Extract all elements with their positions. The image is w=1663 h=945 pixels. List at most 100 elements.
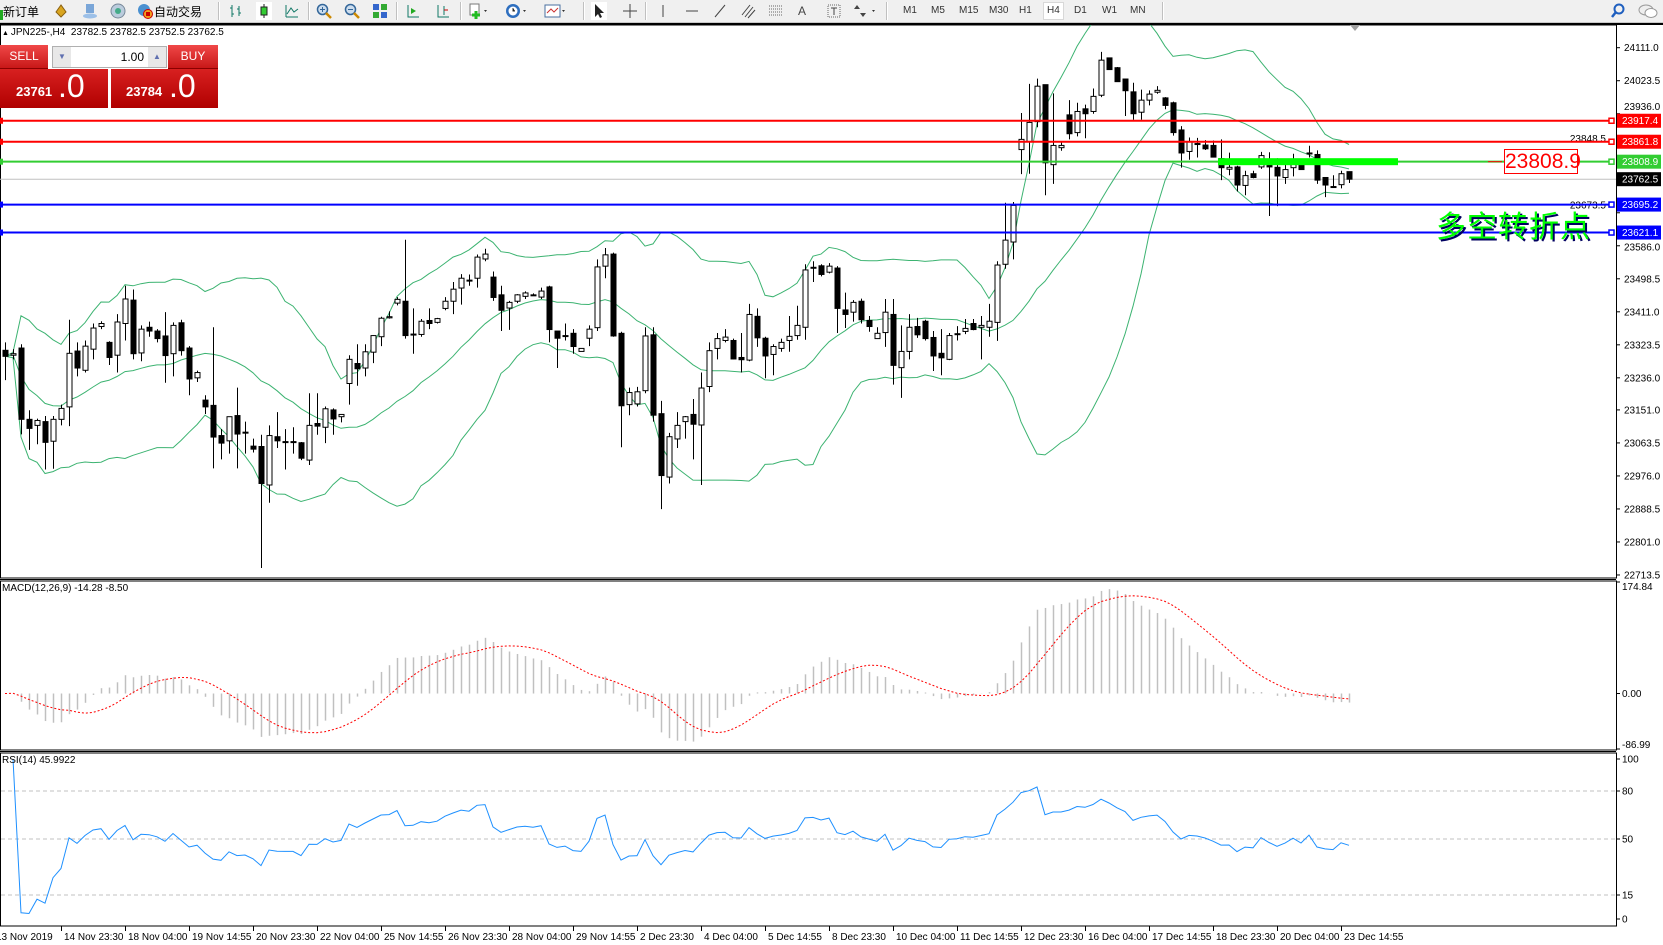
bar-chart-button[interactable] <box>228 2 244 20</box>
price-tag-label: 23861.8 <box>1622 137 1659 148</box>
candle-bear <box>298 442 305 459</box>
candle-bear <box>314 422 321 427</box>
arrows-button[interactable] <box>853 2 879 20</box>
price-label-annotation[interactable]: 23808.9 <box>1504 149 1581 174</box>
candle-bear <box>1202 144 1209 150</box>
buy-price-box[interactable]: 23784 .0 <box>111 68 218 108</box>
zoom-out-button[interactable] <box>344 2 360 20</box>
text-annotation[interactable]: 多空转折点 <box>1436 210 1591 245</box>
text-button[interactable]: A <box>798 2 806 20</box>
new-order-label: 新订单 <box>3 4 40 19</box>
auto-scroll-icon <box>407 5 419 18</box>
collapse-triangle-icon[interactable]: ▲ <box>2 30 11 37</box>
candle-bull <box>578 347 585 352</box>
tile-windows-button[interactable] <box>372 2 388 20</box>
candle-bull <box>778 341 785 349</box>
price-axis-label: 23848.5 <box>1570 134 1607 145</box>
candle-bull <box>98 323 105 328</box>
candle-bull <box>410 333 417 336</box>
zoom-in-button[interactable] <box>316 2 332 20</box>
rsi-axis-label: 0 <box>1622 915 1628 926</box>
periods-button[interactable] <box>505 2 529 20</box>
candle-bear <box>1082 108 1089 115</box>
candle-bear <box>202 399 209 408</box>
chart-shift-button[interactable] <box>435 2 451 20</box>
sell-price-box[interactable]: 23761 .0 <box>0 68 108 108</box>
price-tag-label: 23621.1 <box>1622 228 1659 239</box>
candle-bull <box>458 277 465 289</box>
horizontal-line-button[interactable] <box>684 2 700 20</box>
price-axis-label: 23673.5 <box>1570 200 1607 211</box>
lot-decrease-button[interactable]: ▼ <box>53 47 71 67</box>
candle-bear <box>130 299 137 355</box>
time-axis-label: 20 Nov 23:30 <box>256 932 316 943</box>
timeframe-mn[interactable]: MN <box>1130 5 1146 16</box>
rsi-axis-label: 80 <box>1622 787 1634 798</box>
time-axis-label: 14 Nov 23:30 <box>64 932 124 943</box>
time-axis-label: 2 Dec 23:30 <box>640 932 694 943</box>
indicators-button[interactable] <box>468 2 490 20</box>
signals-button[interactable] <box>110 2 126 20</box>
time-axis-label: 11 Dec 14:55 <box>960 932 1019 943</box>
new-order-button[interactable]: 新订单 <box>0 2 39 20</box>
candle-bull <box>562 335 569 338</box>
price-axis-label: 23151.0 <box>1624 405 1661 416</box>
candle-bear <box>1066 114 1073 135</box>
sell-button[interactable]: SELL <box>0 45 48 69</box>
fibonacci-button[interactable] <box>768 2 784 20</box>
cursor-icon <box>595 4 604 18</box>
price-axis-label: 23063.5 <box>1624 438 1661 449</box>
autotrading-icon <box>138 4 153 19</box>
market-watch-button[interactable] <box>53 2 69 20</box>
templates-button[interactable] <box>544 2 568 20</box>
lot-stepper[interactable]: ▼ 1.00 ▲ <box>52 46 167 68</box>
candle-bear <box>18 347 25 420</box>
candle-bear <box>866 319 873 328</box>
crosshair-button[interactable] <box>622 2 638 20</box>
buy-button[interactable]: BUY <box>168 45 218 69</box>
search-button[interactable] <box>1610 2 1626 20</box>
chart-shift-marker[interactable] <box>1350 25 1360 31</box>
text-label-button[interactable] <box>826 2 842 20</box>
line-anchor-left <box>0 229 3 236</box>
timeframe-m30[interactable]: M30 <box>989 5 1009 16</box>
autotrading-button[interactable]: 自动交易 <box>136 2 202 20</box>
candle-bull <box>378 317 385 338</box>
timeframe-m15[interactable]: M15 <box>959 5 979 16</box>
fibonacci-icon <box>769 5 782 16</box>
navigator-button[interactable] <box>82 2 98 20</box>
channel-button[interactable] <box>740 2 756 20</box>
timeframe-h4[interactable]: H4 <box>1043 2 1064 20</box>
timeframe-m5[interactable]: M5 <box>931 5 945 16</box>
timeframe-w1[interactable]: W1 <box>1102 5 1117 16</box>
candle-bear <box>426 319 433 325</box>
candle-bull <box>1154 89 1161 93</box>
candlestick-button[interactable] <box>256 2 272 20</box>
timeframe-h1[interactable]: H1 <box>1019 5 1032 16</box>
time-axis-label: 29 Nov 14:55 <box>576 932 636 943</box>
timeframe-d1[interactable]: D1 <box>1074 5 1087 16</box>
candle-bull <box>706 350 713 388</box>
auto-scroll-button[interactable] <box>405 2 421 20</box>
vertical-line-button[interactable] <box>655 2 671 20</box>
line-anchor-right <box>1608 138 1615 145</box>
time-axis-label: 8 Dec 23:30 <box>832 932 886 943</box>
chat-button[interactable] <box>1638 2 1658 20</box>
line-chart-button[interactable] <box>284 2 300 20</box>
timeframe-m1[interactable]: M1 <box>903 5 917 16</box>
lot-increase-button[interactable]: ▲ <box>148 47 166 67</box>
candle-bull <box>1098 59 1105 96</box>
price-axis-label: 23236.0 <box>1624 373 1661 384</box>
time-axis-label: 17 Dec 14:55 <box>1152 932 1212 943</box>
price-axis-label: 23411.0 <box>1624 307 1660 318</box>
bollinger-middle <box>4 109 1350 429</box>
time-axis-label: 19 Nov 14:55 <box>192 932 252 943</box>
trendline-button[interactable] <box>712 2 728 20</box>
lot-input[interactable]: 1.00 <box>120 50 144 64</box>
candle-bull <box>874 332 881 340</box>
candle-bull <box>538 290 545 298</box>
cursor-button[interactable] <box>591 2 607 20</box>
candle-bull <box>946 335 953 360</box>
candle-bull <box>122 298 129 325</box>
